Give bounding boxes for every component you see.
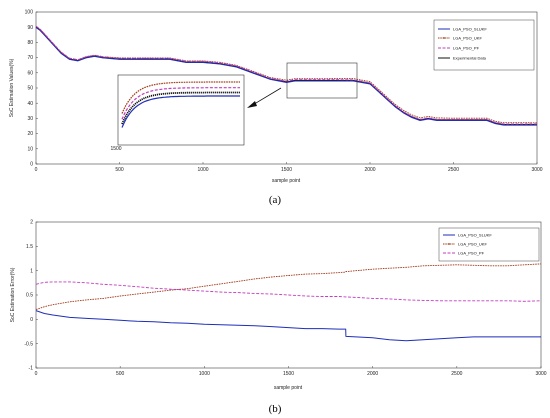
legend-a-label-experimental: Experimental Data (453, 56, 487, 61)
y-tick-label-b: 1 (30, 268, 33, 274)
y-tick-label-a: 20 (27, 131, 33, 137)
x-tick-label-b: 3000 (535, 371, 546, 377)
y-tick-label-b: 2 (30, 220, 33, 226)
legend-b-label-pf: LGA_PSO_PF (458, 251, 485, 256)
legend-b-item-pf: LGA_PSO_PF (443, 251, 485, 256)
x-axis-label-b: sample point (274, 385, 303, 391)
x-tick-label-b: 2500 (451, 371, 462, 377)
x-tick-label-a: 3000 (531, 167, 542, 173)
y-axis-label-a: SoC Estimation Values(%) (9, 58, 15, 117)
series-a-lga-pso-pf (35, 25, 537, 125)
legend-a-item-pf: LGA_PSO_PF (438, 46, 480, 51)
legend-b-item-slukf: LGA_PSO_SLUKF (443, 233, 492, 238)
y-tick-label-a: 100 (25, 10, 34, 16)
x-tick-label-a: 1500 (281, 167, 292, 173)
y-tick-label-a: 0 (30, 162, 33, 168)
series-a-lga-pso-ukf (35, 25, 538, 124)
caption-b: (b) (269, 403, 282, 415)
legend-a-label-pf: LGA_PSO_PF (453, 46, 480, 51)
y-axis-label-b: SoC Estimation Error(%) (10, 267, 16, 322)
x-tick-label-a: 500 (115, 167, 124, 173)
inset-x-tick-label: 1500 (110, 146, 121, 152)
y-tick-label-a: 80 (27, 40, 33, 46)
x-axis-label-a: sample point (272, 178, 301, 184)
legend-b: LGA_PSO_SLUKF LGA_PSO_UKF LGA_PSO_PF (438, 227, 540, 262)
zoom-region-box (286, 62, 358, 99)
series-b-lga-pso-slukf (35, 310, 541, 342)
series-b-lga-pso-ukf (35, 263, 542, 311)
inset-series-lga-pso-slukf (121, 95, 240, 128)
x-tick-label-a: 2500 (448, 167, 459, 173)
panel-b-chart: 0 500 1000 1500 2000 2500 3000-1-0.500.511.52 … (10, 220, 547, 391)
zoom-inset: 1500 (110, 74, 245, 152)
legend-a-frame (433, 19, 535, 71)
inset-frame (117, 74, 245, 146)
legend-b-label-ukf: LGA_PSO_UKF (458, 242, 487, 247)
y-tick-label-a: 90 (27, 25, 33, 31)
x-tick-label-b: 1000 (199, 371, 210, 377)
legend-a-item-slukf: LGA_PSO_SLUKF (438, 27, 487, 32)
x-tick-label-b: 500 (116, 371, 125, 377)
series-a-lga-pso-slukf (35, 27, 537, 126)
x-tick-label-b: 1500 (283, 371, 294, 377)
legend-a-label-slukf: LGA_PSO_SLUKF (453, 27, 487, 32)
caption-a: (a) (269, 194, 282, 206)
inset-series-experimental-data (121, 91, 240, 125)
x-tick-label-a: 2000 (364, 167, 375, 173)
y-tick-label-a: 30 (27, 116, 33, 122)
y-tick-label-b: -0.5 (24, 341, 33, 347)
legend-a-item-ukf: LGA_PSO_UKF (438, 36, 482, 41)
y-tick-label-a: 60 (27, 70, 33, 76)
panel-a-chart: 0 500 1000 1500 2000 2500 3000 0 10 20 30 40 50 60 70 8… (9, 10, 543, 184)
y-tick-label-b: 0 (30, 317, 33, 323)
zoom-arrow (247, 87, 282, 108)
legend-b-frame (438, 227, 540, 262)
y-tick-label-b: 0.5 (26, 293, 33, 299)
y-tick-label-a: 50 (27, 86, 33, 92)
x-tick-label-a: 0 (35, 167, 38, 173)
inset-series-lga-pso-pf (121, 87, 240, 120)
legend-a-item-experimental: Experimental Data (438, 56, 487, 61)
y-tick-label-a: 40 (27, 101, 33, 107)
y-tick-label-a: 10 (27, 146, 33, 152)
legend-a-label-ukf: LGA_PSO_UKF (453, 36, 482, 41)
x-tick-label-b: 2000 (367, 371, 378, 377)
legend-b-item-ukf: LGA_PSO_UKF (443, 242, 487, 247)
y-tick-label-b: 1.5 (26, 244, 33, 250)
y-tick-label-b: -1 (29, 366, 34, 372)
x-tick-label-a: 1000 (197, 167, 208, 173)
series-b-lga-pso-pf (35, 281, 542, 302)
x-tick-label-b: 0 (35, 371, 38, 377)
y-tick-label-a: 70 (27, 55, 33, 61)
legend-a: LGA_PSO_SLUKF LGA_PSO_UKF LGA_PSO_PF Exp… (433, 19, 535, 71)
legend-b-label-slukf: LGA_PSO_SLUKF (458, 233, 492, 238)
